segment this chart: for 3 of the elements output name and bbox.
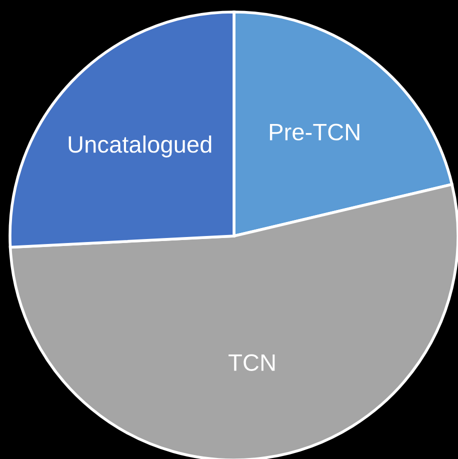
slice-label: TCN <box>228 354 275 371</box>
slice-label: Uncatalogued <box>68 135 212 158</box>
slice-label: Pre-TCN <box>270 124 360 140</box>
